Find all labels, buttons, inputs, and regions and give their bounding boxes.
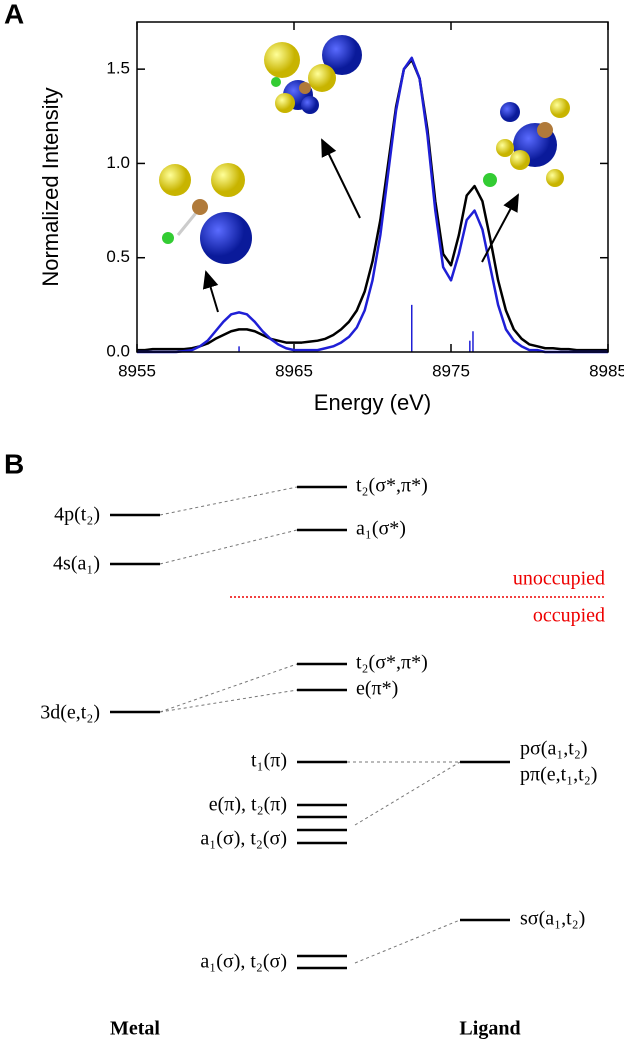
y-tick-label: 1.5 [106, 59, 130, 78]
level-label: t₂(σ*,π*) [356, 475, 428, 497]
panel-label: B [4, 448, 24, 479]
level-label: t₁(π) [251, 750, 287, 772]
level-label: t₂(σ*,π*) [356, 652, 428, 674]
level-label: a₁(σ*) [356, 518, 406, 540]
plot-frame [136, 21, 609, 353]
mo-diagram: 4p(t₂) 4s(a₁) 3d(e,t₂) t₂(σ*,π*) a₁(σ*) … [40, 475, 606, 1040]
column-label: Ligand [459, 1018, 520, 1040]
level-label: a₁(σ), t₂(σ) [200, 828, 287, 850]
connector [354, 919, 461, 964]
level-label: 3d(e,t₂) [40, 702, 100, 724]
level-label: e(π*) [356, 678, 398, 700]
y-tick-label: 0.5 [106, 247, 130, 266]
arrow [321, 138, 361, 219]
connector [159, 529, 298, 565]
orbital-picture [159, 163, 252, 264]
level-label: sσ(a₁,t₂) [520, 908, 585, 930]
separator-label: unoccupied [513, 568, 605, 590]
y-tick-label: 0.0 [106, 341, 130, 360]
chart: 0.0 0.5 1.0 1.5 8955 8965 8975 8985 Energy (eV) N… [38, 21, 624, 415]
orbital-picture [264, 35, 362, 114]
connector [159, 663, 298, 713]
spectrum-line [137, 58, 608, 352]
separator-label: occupied [533, 605, 605, 627]
level-label: 4p(t₂) [54, 504, 100, 526]
level-label: pπ(e,t₁,t₂) [520, 764, 597, 786]
x-tick-label: 8975 [432, 361, 470, 380]
y-tick-label: 1.0 [106, 153, 130, 172]
level-label: e(π), t₂(π) [209, 794, 287, 816]
level-label: 4s(a₁) [53, 553, 100, 575]
connector [159, 486, 298, 516]
x-axis-label: Energy (eV) [314, 390, 431, 415]
spectrum-line [137, 56, 608, 354]
y-axis-label: Normalized Intensity [38, 87, 63, 286]
arrow [481, 193, 519, 263]
level-label: pσ(a₁,t₂) [520, 738, 587, 760]
connector [159, 689, 298, 713]
panel-label: A [4, 0, 24, 29]
arrow [202, 270, 219, 313]
orbital-picture [483, 98, 570, 187]
x-tick-label: 8955 [118, 361, 156, 380]
connector [354, 761, 461, 826]
column-label: Metal [110, 1018, 160, 1040]
x-tick-label: 8985 [589, 361, 624, 380]
level-label: a₁(σ), t₂(σ) [200, 951, 287, 973]
x-tick-label: 8965 [275, 361, 313, 380]
